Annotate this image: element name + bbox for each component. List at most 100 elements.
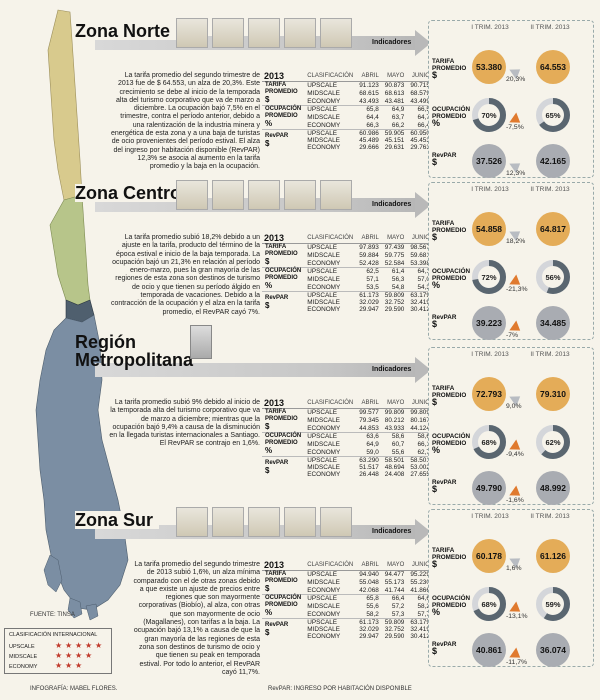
table-metric-label: RevPAR $ (262, 455, 305, 479)
credit-label: INFOGRAFÍA: MABEL FLORES. (30, 686, 118, 692)
table-category: ECONOMY (307, 144, 341, 152)
indicators-label: Indicadores (372, 39, 412, 46)
metric-symbol: % (265, 446, 273, 455)
metric-name: RevPAR (265, 459, 289, 466)
metric-symbol: % (265, 608, 273, 617)
table-category: ECONOMY (307, 259, 341, 267)
table-cell: 66,2 (391, 121, 405, 129)
occupancy-value-q2: 65% (545, 111, 561, 120)
revpar-circle-q1: 49.790 (472, 471, 506, 505)
tarifa-circle-q1: 60.178 (472, 539, 506, 573)
table-cell: 29.947 (359, 306, 379, 314)
metric-symbol: % (265, 281, 273, 290)
table-cell: 99.577 (359, 409, 379, 417)
table-cell: 57,3 (391, 610, 405, 618)
table-cell: 66,4 (417, 121, 430, 129)
donut-arc (536, 260, 570, 294)
landmark-photo-icon (284, 18, 316, 48)
star-icon: ★ (55, 641, 63, 650)
donut-hole (543, 105, 563, 125)
table-cell: 29.666 (359, 144, 379, 152)
metric-name: TARIFA PROMEDIO (265, 571, 298, 584)
zone-band-arrow (415, 30, 431, 56)
change-percent: 9,0% (506, 403, 522, 410)
table-cell: 63.179 (407, 618, 433, 627)
metric-name: RevPAR (265, 621, 289, 628)
table-cell: 64,1 (407, 266, 433, 276)
table-metric-label: OCUPACIÓN PROMEDIO% (262, 105, 305, 130)
table-cell: 59.809 (381, 618, 408, 627)
table-category: UPSCALE (304, 104, 357, 114)
panel-metric-symbol: $ (432, 559, 438, 569)
landmark-photo-icon (248, 180, 280, 210)
table-category: ECONOMY (307, 121, 341, 129)
panel-metric-symbol: $ (432, 646, 438, 656)
panel-metric-symbol: $ (432, 319, 438, 329)
table-category: MIDSCALE (307, 464, 340, 472)
table-cell: 52.428 (359, 259, 379, 267)
occupancy-donut-q1 (472, 587, 506, 621)
table-cell: 45.453 (410, 137, 430, 145)
revpar-circle-q1: 37.526 (472, 144, 506, 178)
table-cell: 58,2 (366, 610, 379, 618)
occupancy-value-q1: 68% (481, 438, 497, 447)
zone-band-arrow (415, 357, 431, 383)
metric-name: RevPAR (265, 294, 289, 301)
occupancy-value-q2: 62% (545, 438, 561, 447)
change-percent: -11,7% (506, 659, 528, 666)
q2-label: II TRIM. 2013 (530, 351, 570, 358)
table-cell: 65,8 (356, 104, 382, 114)
table-cell: 94.940 (359, 571, 379, 579)
table-cell: 29.947 (359, 633, 379, 641)
table-metric-label: OCUPACIÓN PROMEDIO% (262, 432, 305, 457)
indicators-label: Indicadores (372, 201, 412, 208)
table-cell: 32.752 (384, 299, 405, 307)
classification-legend: CLASIFICACIÓN INTERNACIONAL UPSCALE MIDS… (4, 628, 112, 674)
table-cell: 65,8 (356, 593, 382, 603)
q1-label: I TRIM. 2013 (471, 513, 509, 520)
q1-label: I TRIM. 2013 (471, 186, 509, 193)
q2-label: II TRIM. 2013 (530, 513, 570, 520)
zone-data-table: 2013 CLASIFICACIÓN ABRIL MAYO JUNIO TARIFA PR… (262, 233, 433, 314)
panel-metric-symbol: $ (432, 397, 438, 407)
zone-title-line1: Región (75, 332, 136, 352)
metric-name: TARIFA PROMEDIO (265, 409, 298, 422)
table-cell: 57,2 (391, 602, 405, 610)
table-cell: 59.905 (381, 129, 408, 138)
table-cell: 29.631 (384, 144, 405, 152)
table-cell: 64,9 (366, 440, 379, 448)
table-cell: 43.481 (384, 97, 405, 105)
table-cell: 61,4 (381, 266, 408, 276)
metric-name: OCUPACIÓN PROMEDIO (265, 433, 302, 446)
table-cell: 97.893 (359, 244, 379, 252)
change-percent: -7% (506, 332, 519, 339)
table-cell: 44.853 (359, 424, 379, 432)
table-column-header: CLASIFICACIÓN (307, 562, 354, 568)
table-cell: 43.493 (359, 97, 379, 105)
revpar-circle-q2: 34.485 (536, 306, 570, 340)
table-cell: 94.477 (384, 571, 405, 579)
revpar-circle-q1: 40.861 (472, 633, 506, 667)
occupancy-donut-q1 (472, 98, 506, 132)
table-cell: 66,4 (381, 593, 408, 603)
table-metric-label: OCUPACIÓN PROMEDIO% (262, 594, 305, 619)
table-cell: 24.408 (384, 471, 405, 479)
table-metric-label: RevPAR $ (262, 128, 305, 152)
table-cell: 42.068 (359, 586, 379, 594)
table-metric-label: TARIFA PROMEDIO $ (262, 244, 304, 268)
table-cell: 29.590 (384, 306, 405, 314)
panel-metric-label: RevPAR $ (432, 314, 472, 329)
table-cell: 62,5 (356, 266, 382, 276)
metric-name: RevPAR (265, 132, 289, 139)
map-zona-centro (49, 194, 91, 306)
zone-title: Zona Norte (75, 22, 177, 40)
table-category: MIDSCALE (307, 137, 340, 145)
table-category: UPSCALE (307, 409, 338, 417)
table-cell: 55.230 (410, 578, 430, 586)
star-icon: ★ (85, 641, 93, 650)
table-cell: 58,6 (381, 431, 408, 441)
table-column-header: ABRIL (361, 562, 379, 568)
panel-metric-name: RevPAR (432, 479, 457, 486)
metric-symbol: % (265, 119, 273, 128)
